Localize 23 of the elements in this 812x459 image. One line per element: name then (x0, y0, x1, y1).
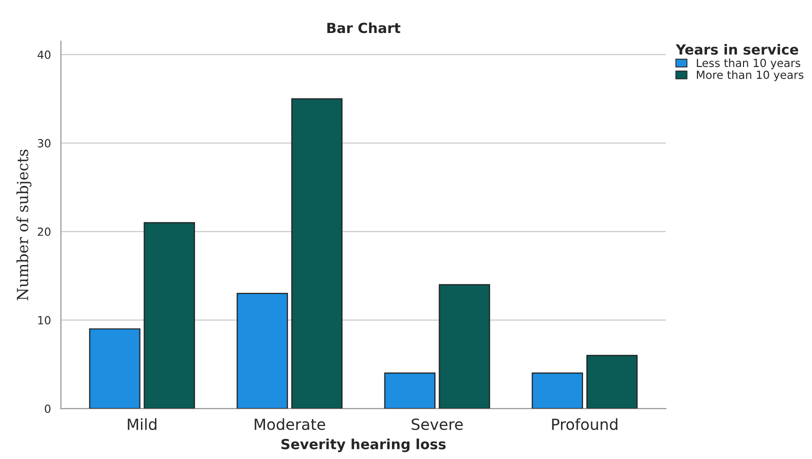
bar (438, 284, 490, 409)
x-tick-label: Mild (128, 418, 156, 430)
y-tick-label: 0 (44, 404, 50, 413)
legend-title: Years in service (676, 44, 798, 55)
x-tick-label: Profound (552, 418, 618, 430)
bar (384, 372, 436, 409)
x-tick-label: Severe (412, 418, 463, 430)
bar (586, 354, 638, 409)
y-tick-label: 20 (38, 228, 50, 236)
y-tick-label: 30 (38, 139, 50, 148)
bar (532, 372, 584, 409)
bar (144, 222, 195, 409)
legend-label: More than 10 years (696, 70, 804, 82)
chart-title: Bar Chart (327, 22, 400, 34)
x-axis-title: Severity hearing loss (281, 438, 446, 452)
bar (236, 292, 288, 409)
legend-label: Less than 10 years (696, 58, 800, 70)
y-tick-label: 40 (38, 50, 50, 59)
y-axis-title: Number of subjects (16, 150, 32, 300)
bar (291, 98, 343, 409)
x-tick-label: Moderate (254, 418, 326, 430)
y-tick-label: 10 (38, 316, 50, 324)
bar (89, 328, 140, 409)
